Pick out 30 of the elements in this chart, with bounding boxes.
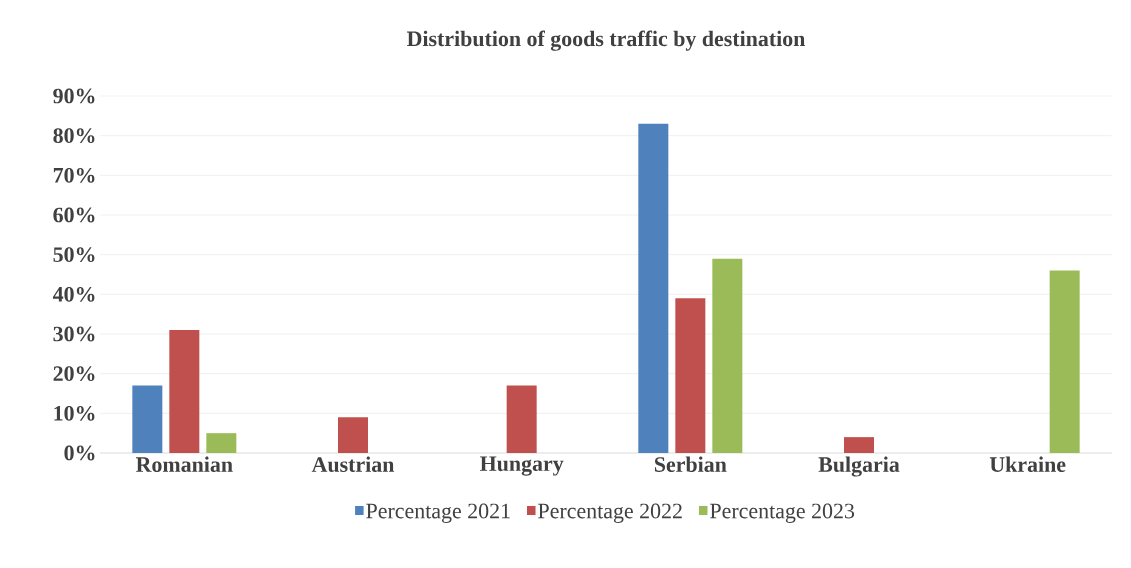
bar: [506, 385, 537, 453]
bar: [638, 123, 669, 453]
bar: [712, 258, 743, 453]
y-tick-label: 10%: [54, 405, 95, 421]
x-tick-label: Romanian: [135, 456, 233, 472]
legend-label: Percentage 2021: [366, 503, 510, 523]
y-tick-label: 80%: [53, 128, 95, 144]
bar: [132, 385, 163, 453]
chart-title: Distribution of goods traffic by destination: [406, 30, 806, 51]
bar: [338, 417, 368, 453]
bar: [844, 437, 874, 453]
x-tick-label: Serbian: [654, 456, 727, 472]
bar: [1049, 270, 1080, 453]
bar: [206, 433, 237, 453]
y-tick-label: 30%: [53, 326, 95, 342]
bar: [169, 330, 200, 453]
x-tick-label: Ukraine: [989, 456, 1066, 472]
legend-label: Percentage 2023: [710, 503, 855, 523]
x-tick-label: Hungary: [480, 456, 564, 476]
x-tick-label: Austrian: [311, 456, 395, 472]
y-tick-label: 0%: [64, 445, 95, 461]
y-tick-label: 40%: [52, 286, 95, 302]
legend-label: Percentage 2022: [538, 503, 682, 523]
y-tick-label: 20%: [53, 366, 95, 382]
bar: [675, 298, 706, 453]
y-tick-label: 90%: [53, 88, 95, 104]
y-tick-label: 60%: [53, 207, 95, 223]
y-tick-label: 50%: [53, 247, 95, 263]
y-tick-label: 70%: [53, 167, 95, 183]
x-tick-label: Bulgaria: [818, 456, 900, 477]
